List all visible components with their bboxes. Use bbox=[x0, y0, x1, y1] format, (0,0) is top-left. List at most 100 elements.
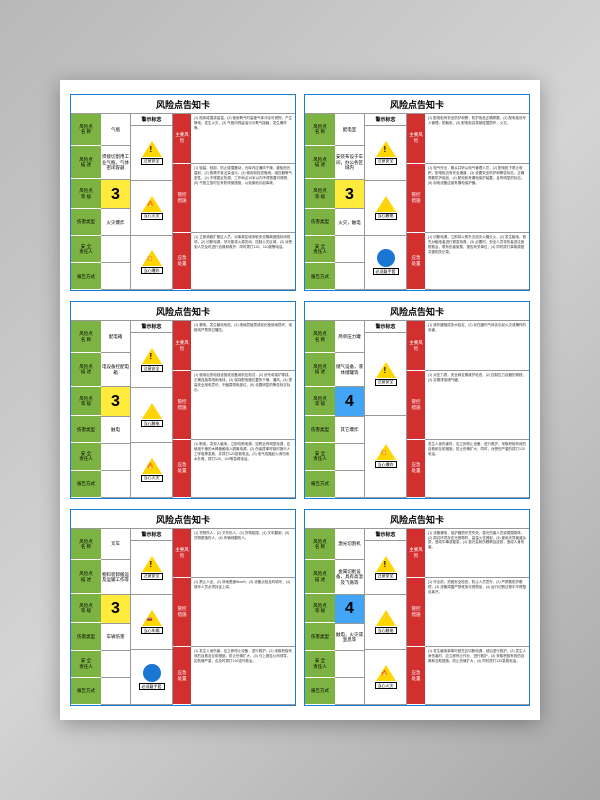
emergency-text: (1) 发生人身伤害，应立即停止设备，进行救护，(2) 采取积极有效的自救及互助… bbox=[191, 647, 295, 705]
label-desc: 风险点描 述 bbox=[305, 146, 335, 180]
sign-caption: 当心车辆 bbox=[141, 627, 163, 634]
label-level: 风险点等 级 bbox=[71, 387, 101, 416]
emergency-text: (1) 立即疏散扩散区人员，对事故区域采取安全隔离措施封闭现场，(2) 切断电源… bbox=[191, 233, 295, 291]
sign-caption: 注意安全 bbox=[141, 573, 163, 580]
warning-sign: 当心触电 bbox=[131, 388, 173, 443]
sign-caption: 必须戴手套 bbox=[373, 268, 399, 275]
control-text: (1) 禁止人坐，(2) 场地限速5km/h，(3) 设备点检及时填写，(4) … bbox=[191, 578, 295, 647]
card-body: 风险点名 称 风险点描 述 风险点等 级 伤害类型 安 全责任人 报告方式 叉车… bbox=[71, 529, 295, 705]
value-name: 激光切割机 bbox=[335, 529, 365, 561]
label-desc: 风险点描 述 bbox=[71, 560, 101, 594]
label-type: 伤害类型 bbox=[305, 416, 335, 443]
sign-caption: 注意安全 bbox=[375, 379, 397, 386]
sign-caption: 当心爆炸 bbox=[141, 267, 163, 274]
signs-column: 警示标志 注意安全 当心触电 当心火灾 bbox=[365, 529, 407, 705]
label-person: 安 全责任人 bbox=[71, 236, 101, 263]
signs-column: 警示标志 注意安全 当心爆炸 bbox=[365, 321, 407, 497]
warning-sign: 当心火灾 bbox=[131, 181, 173, 236]
risk-level-badge: 3 bbox=[101, 387, 131, 416]
warning-sign: 当心爆炸 bbox=[131, 236, 173, 291]
warning-sign: 👤 必须戴手套 bbox=[365, 236, 407, 291]
value-name: 配电箱 bbox=[101, 321, 131, 353]
value-desc: 安装布设于车间，办公各区域内 bbox=[335, 146, 365, 180]
signs-header: 警示标志 bbox=[131, 114, 173, 126]
red-label-emergency: 应急处置 bbox=[173, 440, 191, 498]
main-risk-text: (1) 操作罐做成多水检定，(2) 存在罐内气体含引起火灾或爆炸的危害。 bbox=[425, 321, 529, 371]
risk-level-badge: 4 bbox=[335, 595, 365, 624]
value-person bbox=[101, 444, 131, 471]
signs-column: 警示标志 注意安全 当心火灾 当心爆炸 bbox=[131, 114, 173, 290]
signs-list: 注意安全 当心火灾 当心爆炸 bbox=[131, 126, 173, 290]
label-report: 报告方式 bbox=[71, 678, 101, 705]
risk-level-badge: 3 bbox=[101, 180, 131, 209]
label-name: 风险点名 称 bbox=[71, 321, 101, 353]
card-body: 风险点名 称 风险点描 述 风险点等 级 伤害类型 安 全责任人 报告方式 简单… bbox=[305, 321, 529, 497]
value-desc: 金属切削设备，具有高温及飞溅等 bbox=[335, 560, 365, 594]
emergency-text: 发生人身伤害时，应立即停止设备，进行救护，采取积极有效的自救和互助措施，防止伤情… bbox=[425, 440, 529, 498]
risk-card: 风险点告知卡 风险点名 称 风险点描 述 风险点等 级 伤害类型 安 全责任人 … bbox=[304, 509, 530, 706]
label-person: 安 全责任人 bbox=[305, 443, 335, 470]
details-column: 主要风险 (1) 漏电，发生触电危险，(2) 绝缘层破损或老化使绝缘损坏，电缆线… bbox=[173, 321, 295, 497]
red-label-risk: 主要风险 bbox=[407, 529, 425, 579]
value-column: 叉车 物料装卸搬运及运输工作等 3 车辆伤害 bbox=[101, 529, 131, 705]
red-label-risk: 主要风险 bbox=[407, 321, 425, 371]
main-risk-text: (1) 货物伤人，(2) 叉车伤人，(3) 货物碰撞，(4) 叉车翻倒，(5) … bbox=[191, 529, 295, 579]
label-level: 风险点等 级 bbox=[71, 179, 101, 208]
value-type: 触电 bbox=[101, 417, 131, 444]
red-label-risk: 主要风险 bbox=[173, 114, 191, 164]
value-column: 气瓶 焊接切割用工业气瓶，气体密闭容器 3 火灾爆炸 bbox=[101, 114, 131, 290]
label-report: 报告方式 bbox=[305, 263, 335, 290]
value-person bbox=[101, 651, 131, 678]
red-label-emergency: 应急处置 bbox=[173, 233, 191, 291]
red-label-emergency: 应急处置 bbox=[407, 647, 425, 705]
warning-triangle-icon bbox=[376, 196, 396, 212]
warning-triangle-icon bbox=[376, 141, 396, 157]
label-type: 伤害类型 bbox=[71, 416, 101, 443]
value-person bbox=[101, 236, 131, 263]
risk-card: 风险点告知卡 风险点名 称 风险点描 述 风险点等 级 伤害类型 安 全责任人 … bbox=[70, 301, 296, 498]
risk-card: 风险点告知卡 风险点名 称 风险点描 述 风险点等 级 伤害类型 安 全责任人 … bbox=[304, 94, 530, 291]
details-column: 主要风险 (1) 货物伤人，(2) 叉车伤人，(3) 货物碰撞，(4) 叉车翻倒… bbox=[173, 529, 295, 705]
red-label-control: 管控措施 bbox=[407, 371, 425, 440]
risk-card: 风险点告知卡 风险点名 称 风险点描 述 风险点等 级 伤害类型 安 全责任人 … bbox=[70, 509, 296, 706]
warning-sign: 👤 必须戴手套 bbox=[131, 650, 173, 705]
label-type: 伤害类型 bbox=[305, 623, 335, 650]
emergency-text: (1) 断电，发现人触电，立即切断电源，如附近有明显电源，应使用干燥的木棒使触电… bbox=[191, 440, 295, 498]
warning-triangle-icon bbox=[142, 141, 162, 157]
value-name: 简单压力罐 bbox=[335, 321, 365, 353]
value-desc: 储气设备，液体储罐等 bbox=[335, 353, 365, 387]
signs-list: 注意安全 当心车辆 👤 必须戴手套 bbox=[131, 541, 173, 705]
main-risk-text: (1) 瓶体碰撞或高温，(2) 使用氧气时高速气体冲击可燃物，产生静电，发生火灾… bbox=[191, 114, 295, 164]
main-risk-text: (1) 设备漏电，保护器损坏灵失效，激光伤害人员或周围物体，(2) 周边环境存在… bbox=[425, 529, 529, 579]
red-label-control: 管控措施 bbox=[407, 164, 425, 233]
red-label-risk: 主要风险 bbox=[173, 321, 191, 371]
signs-column: 警示标志 注意安全 当心车辆 👤 必须戴手套 bbox=[131, 529, 173, 705]
value-desc: 焊接切割用工业气瓶，气体密闭容器 bbox=[101, 146, 131, 180]
risk-level-badge: 3 bbox=[335, 180, 365, 209]
sign-caption: 当心火灾 bbox=[141, 213, 163, 220]
warning-sign: 当心触电 bbox=[365, 181, 407, 236]
label-column: 风险点名 称 风险点描 述 风险点等 级 伤害类型 安 全责任人 报告方式 bbox=[71, 529, 101, 705]
red-label-emergency: 应急处置 bbox=[173, 647, 191, 705]
signs-column: 警示标志 注意安全 当心触电 当心火灾 bbox=[131, 321, 173, 497]
value-type: 其它爆炸 bbox=[335, 417, 365, 444]
warning-triangle-icon bbox=[142, 348, 162, 364]
warning-sign: 注意安全 bbox=[365, 333, 407, 415]
sign-caption: 当心触电 bbox=[375, 213, 397, 220]
label-level: 风险点等 级 bbox=[71, 594, 101, 623]
value-report bbox=[335, 678, 365, 705]
label-person: 安 全责任人 bbox=[71, 651, 101, 678]
signs-list: 注意安全 当心爆炸 bbox=[365, 333, 407, 497]
label-name: 风险点名 称 bbox=[305, 321, 335, 353]
warning-triangle-icon bbox=[142, 458, 162, 474]
label-level: 风险点等 级 bbox=[305, 594, 335, 623]
label-level: 风险点等 级 bbox=[305, 387, 335, 416]
warning-sign: 注意安全 bbox=[131, 541, 173, 596]
control-text: (1) 作业前，须做安全检查，防止人员意外，(2) 严禁戴防护眼镜，(3) 设备… bbox=[425, 578, 529, 647]
warning-sign: 当心火灾 bbox=[131, 443, 173, 498]
label-person: 安 全责任人 bbox=[305, 651, 335, 678]
red-label-emergency: 应急处置 bbox=[407, 233, 425, 291]
sign-caption: 注意安全 bbox=[141, 365, 163, 372]
sign-caption: 当心触电 bbox=[141, 420, 163, 427]
value-column: 激光切割机 金属切削设备，具有高温及飞溅等 4 触电，火灾或窒息等 bbox=[335, 529, 365, 705]
